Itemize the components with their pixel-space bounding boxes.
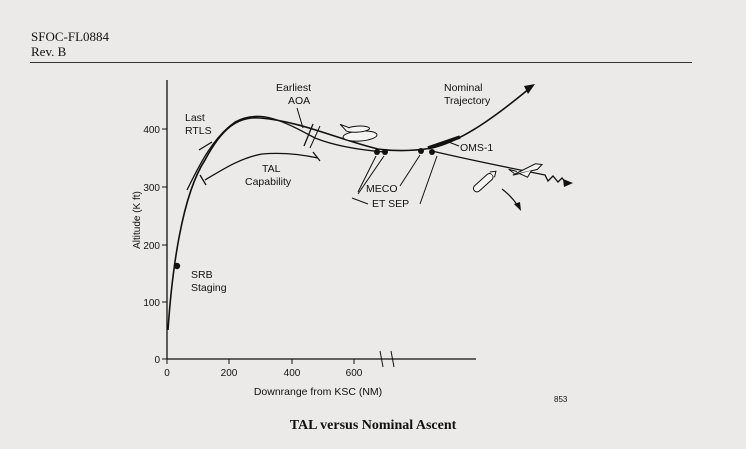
event-point	[374, 149, 380, 155]
document-revision: Rev. B	[31, 44, 67, 59]
y-tick-label: 0	[154, 355, 160, 366]
figure-caption: TAL versus Nominal Ascent	[289, 418, 457, 433]
earliest-aoa-tick	[303, 123, 314, 147]
x-axis-break	[379, 350, 395, 368]
y-tick-label: 300	[143, 183, 160, 194]
earliest-aoa-label: Earliest	[276, 82, 311, 94]
header-rule	[30, 62, 692, 63]
et-sep-leader	[351, 155, 438, 205]
oms-1-burn-segment	[427, 135, 461, 150]
last-rtls-tick	[198, 141, 213, 151]
x-tick-label: 200	[221, 368, 238, 379]
x-axis-title: Downrange from KSC (NM)	[254, 386, 382, 398]
srb-staging-point	[173, 262, 181, 270]
earliest-aoa-leader	[296, 107, 304, 129]
y-tick-label: 400	[143, 125, 160, 136]
x-tick-label: 0	[164, 368, 170, 379]
abort-envelope-line	[186, 115, 386, 191]
earliest-aoa-label: AOA	[288, 95, 310, 107]
external-tank-trajectory	[501, 188, 519, 207]
srb-staging-label: SRB	[191, 269, 213, 281]
external-tank-icon	[472, 170, 497, 193]
et-sep-label: ET SEP	[372, 198, 409, 210]
earliest-aoa-tick	[309, 125, 321, 149]
last-rtls-label: Last	[185, 112, 205, 124]
tal-capability-label: Capability	[245, 176, 292, 188]
y-tick-label: 100	[143, 298, 160, 309]
nominal-trajectory-arrowhead	[524, 84, 535, 94]
et-sep-point	[429, 149, 435, 155]
x-tick-label: 400	[284, 368, 301, 379]
meco-label: MECO	[366, 183, 398, 195]
post-meco-trajectory-line	[431, 150, 567, 184]
last-rtls-label: RTLS	[185, 125, 212, 137]
y-axis-title: Altitude (K ft)	[132, 191, 143, 249]
y-tick-label: 200	[143, 241, 160, 252]
figure-number: 853	[554, 395, 568, 404]
post-meco-arrowhead	[563, 179, 573, 187]
meco-point	[418, 148, 424, 154]
oms-1-label: OMS-1	[460, 142, 493, 154]
x-tick-label: 600	[346, 368, 363, 379]
tal-start-tick	[199, 174, 207, 186]
meco-leader	[357, 154, 421, 195]
tal-capability-label: TAL	[262, 163, 281, 175]
nominal-trajectory-label: Nominal	[444, 82, 483, 94]
event-point	[382, 149, 388, 155]
document-id: SFOC-FL0884	[31, 29, 110, 44]
orbiter-stack-icon	[339, 123, 378, 142]
orbiter-icon	[508, 163, 544, 178]
tal-capability-line	[204, 152, 319, 181]
oms-1-leader	[445, 140, 460, 147]
external-tank-arrowhead	[514, 202, 521, 211]
tal-end-tick	[312, 151, 321, 162]
nominal-trajectory-label: Trajectory	[444, 95, 491, 107]
srb-staging-label: Staging	[191, 282, 227, 294]
